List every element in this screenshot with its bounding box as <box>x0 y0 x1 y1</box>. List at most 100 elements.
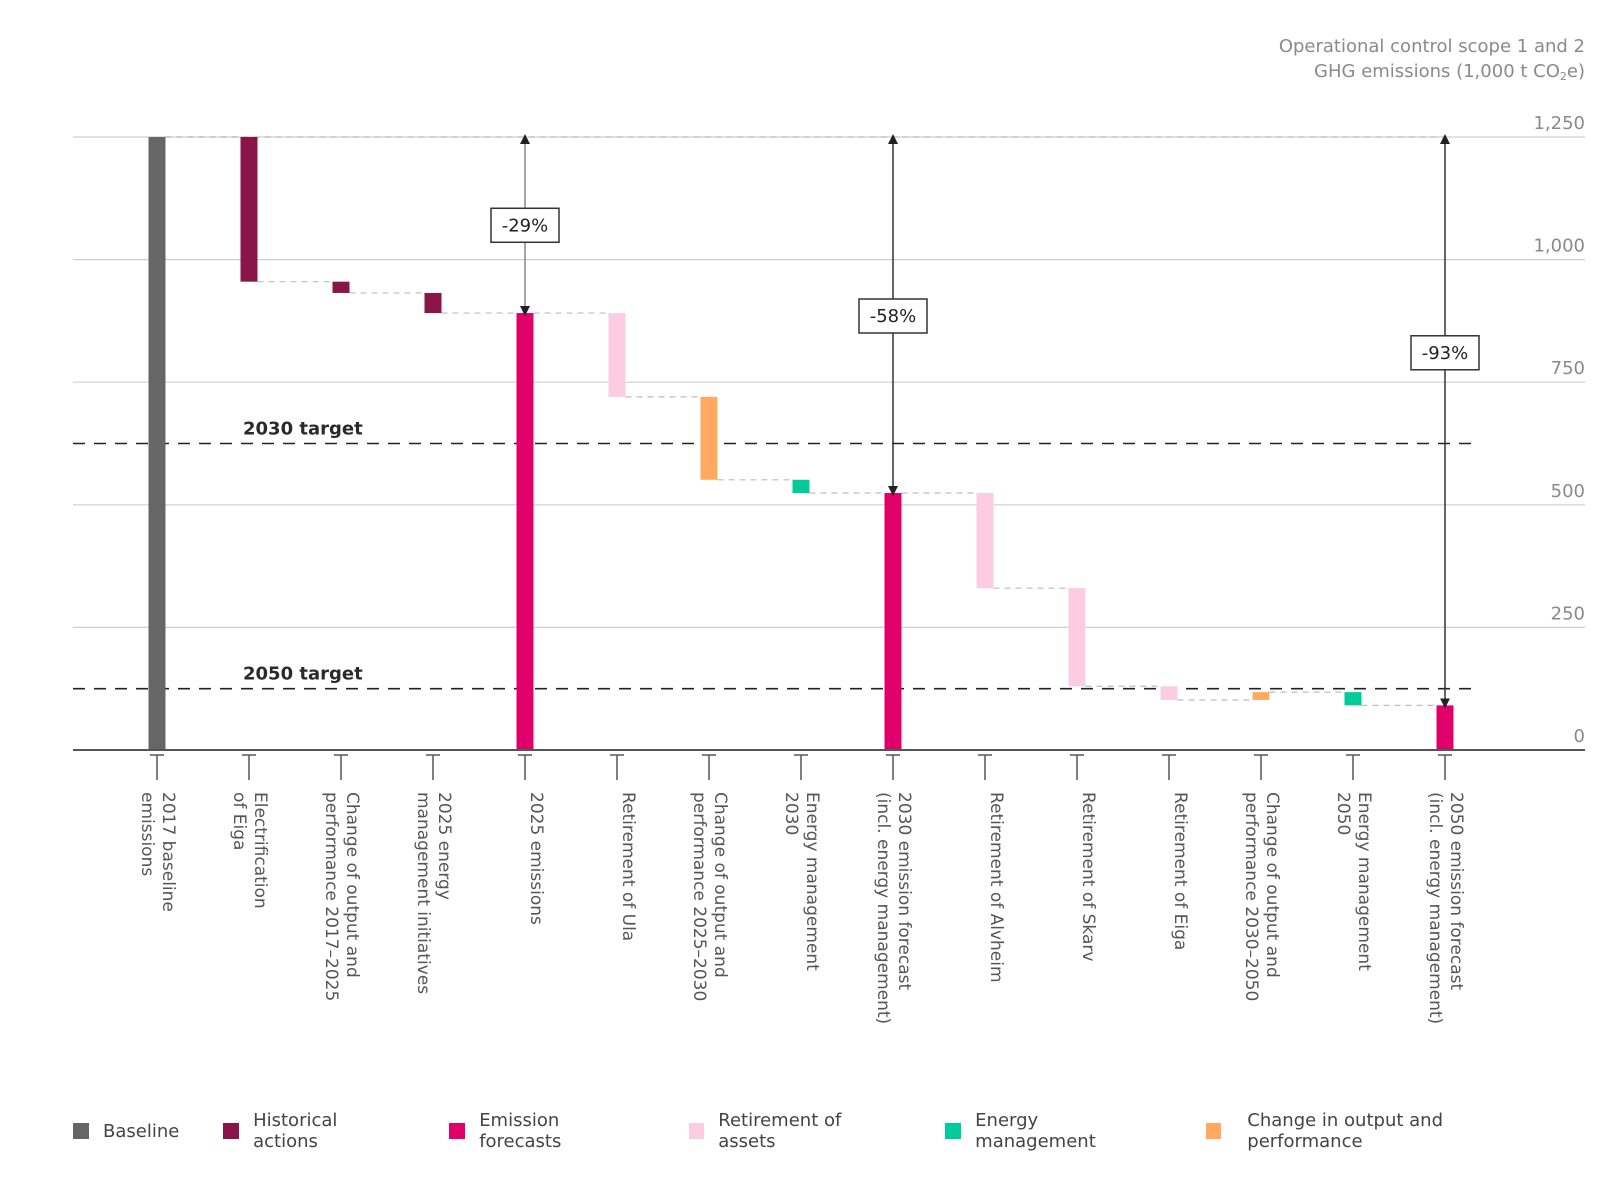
connector-lines <box>165 136 1445 706</box>
bar-retirement <box>1160 686 1178 700</box>
reduction-annotations: -29% -58% -93% <box>490 134 1480 709</box>
bar-energy <box>792 479 810 494</box>
legend-label: Baseline <box>103 1120 180 1142</box>
legend: Baseline Historical actions Emission forec… <box>73 1110 1603 1152</box>
bar-change <box>1252 692 1270 700</box>
x-category-label-line: Energy management <box>802 792 822 971</box>
x-category-label: Retirement of Alvheim <box>986 792 1006 983</box>
x-category-label-line: Retirement of Skarv <box>1078 792 1098 961</box>
reduction-label: -58% <box>870 306 917 327</box>
target-lines: 2030 target 2050 target <box>73 419 1480 690</box>
bar-retirement <box>1068 588 1086 687</box>
y-tick-label: 1,000 <box>1533 236 1585 257</box>
x-category-label-line: 2025 energy <box>434 792 454 900</box>
bar-retirement <box>976 493 994 589</box>
reduction-label-box <box>858 298 928 334</box>
reduction-label: -29% <box>502 215 549 236</box>
x-category-label-line: performance 2025–2030 <box>689 792 709 1001</box>
legend-swatch <box>223 1123 240 1139</box>
x-category-label-line: 2050 emission forecast <box>1446 792 1466 991</box>
bar-forecast <box>516 313 534 750</box>
x-category-label-line: Electrification <box>250 792 270 909</box>
legend-label: Emission forecasts <box>479 1110 562 1152</box>
bar-retirement <box>608 313 626 397</box>
y-tick-label: 250 <box>1551 603 1585 624</box>
x-category-label: Retirement of Skarv <box>1078 792 1098 961</box>
legend-label: Change in output and performance <box>1247 1110 1444 1152</box>
x-category-label-line: Change of output and <box>342 792 362 978</box>
y-axis-title: Operational control scope 1 and 2 GHG em… <box>1279 34 1585 89</box>
legend-item-forecast: Emission forecasts <box>449 1110 644 1152</box>
x-category-label-line: 2030 emission forecast <box>894 792 914 991</box>
y-tick-label: 750 <box>1551 358 1585 379</box>
bar-historical <box>424 292 442 314</box>
bar-historical <box>332 281 350 293</box>
reduction-label-box <box>1410 335 1480 371</box>
legend-item-retirement: Retirement of assets <box>688 1110 902 1152</box>
x-category-label-line: Change of output and <box>1262 792 1282 978</box>
legend-swatch <box>945 1123 962 1139</box>
bar-change <box>700 396 718 480</box>
x-category-label-line: 2050 <box>1333 792 1353 835</box>
bar-forecast <box>1436 705 1454 750</box>
x-category-label-line: Retirement of Alvheim <box>986 792 1006 983</box>
legend-item-energy: Energy management <box>945 1110 1161 1152</box>
bar-historical <box>240 137 258 282</box>
bars <box>148 137 1454 750</box>
legend-swatch <box>1205 1123 1222 1139</box>
x-category-label: 2050 emission forecast(incl. energy mana… <box>1425 792 1466 1024</box>
y-tick-label: 1,250 <box>1533 113 1585 134</box>
x-category-label-line: (incl. energy management) <box>873 792 893 1024</box>
bar-forecast <box>884 493 902 750</box>
x-category-label: 2025 emissions <box>526 792 546 925</box>
bar-energy <box>1344 692 1362 706</box>
y-tick-label: 500 <box>1551 481 1585 502</box>
x-category-label-line: (incl. energy management) <box>1425 792 1445 1024</box>
x-category-label-line: performance 2017–2025 <box>321 792 341 1001</box>
legend-label: Energy management <box>975 1110 1096 1152</box>
x-category-label: 2030 emission forecast(incl. energy mana… <box>873 792 914 1024</box>
legend-label: Historical actions <box>253 1110 338 1152</box>
y-axis-title-line2: GHG emissions (1,000 t CO2e) <box>1314 61 1585 83</box>
x-category-label-line: Change of output and <box>710 792 730 978</box>
x-category-label-line: performance 2030–2050 <box>1241 792 1261 1001</box>
target-label: 2030 target <box>243 419 363 440</box>
gridlines <box>73 136 1585 629</box>
legend-item-change: Change in output and performance <box>1205 1110 1559 1152</box>
x-axis <box>73 749 1585 780</box>
target-label: 2050 target <box>243 664 363 685</box>
y-axis-ticks: 0 250 500 750 1,000 1,250 <box>1533 113 1585 747</box>
y-axis-title-line1: Operational control scope 1 and 2 <box>1278 36 1585 57</box>
x-category-label: Retirement of Ula <box>618 792 638 941</box>
x-category-label-line: of Eiga <box>229 792 249 850</box>
x-category-label-line: 2017 baseline <box>158 792 178 912</box>
legend-swatch <box>73 1123 89 1139</box>
x-category-label-line: emissions <box>137 792 157 876</box>
legend-item-baseline: Baseline <box>73 1121 179 1142</box>
legend-swatch <box>449 1123 466 1139</box>
x-category-label-line: management initiatives <box>413 792 433 994</box>
legend-label: Retirement of assets <box>718 1110 842 1152</box>
legend-swatch <box>688 1123 705 1139</box>
reduction-label-box <box>490 207 560 244</box>
reduction-label: -93% <box>1422 343 1469 364</box>
x-category-label: Retirement of Eiga <box>1170 792 1190 950</box>
x-category-label-line: Retirement of Ula <box>618 792 638 941</box>
x-category-label-line: 2025 emissions <box>526 792 546 925</box>
bar-baseline <box>148 137 166 750</box>
y-tick-label: 0 <box>1574 726 1585 747</box>
x-category-label-line: 2030 <box>781 792 801 835</box>
x-category-label-line: Retirement of Eiga <box>1170 792 1190 950</box>
x-category-label-line: Energy management <box>1354 792 1374 971</box>
legend-item-historical: Historical actions <box>223 1110 405 1152</box>
